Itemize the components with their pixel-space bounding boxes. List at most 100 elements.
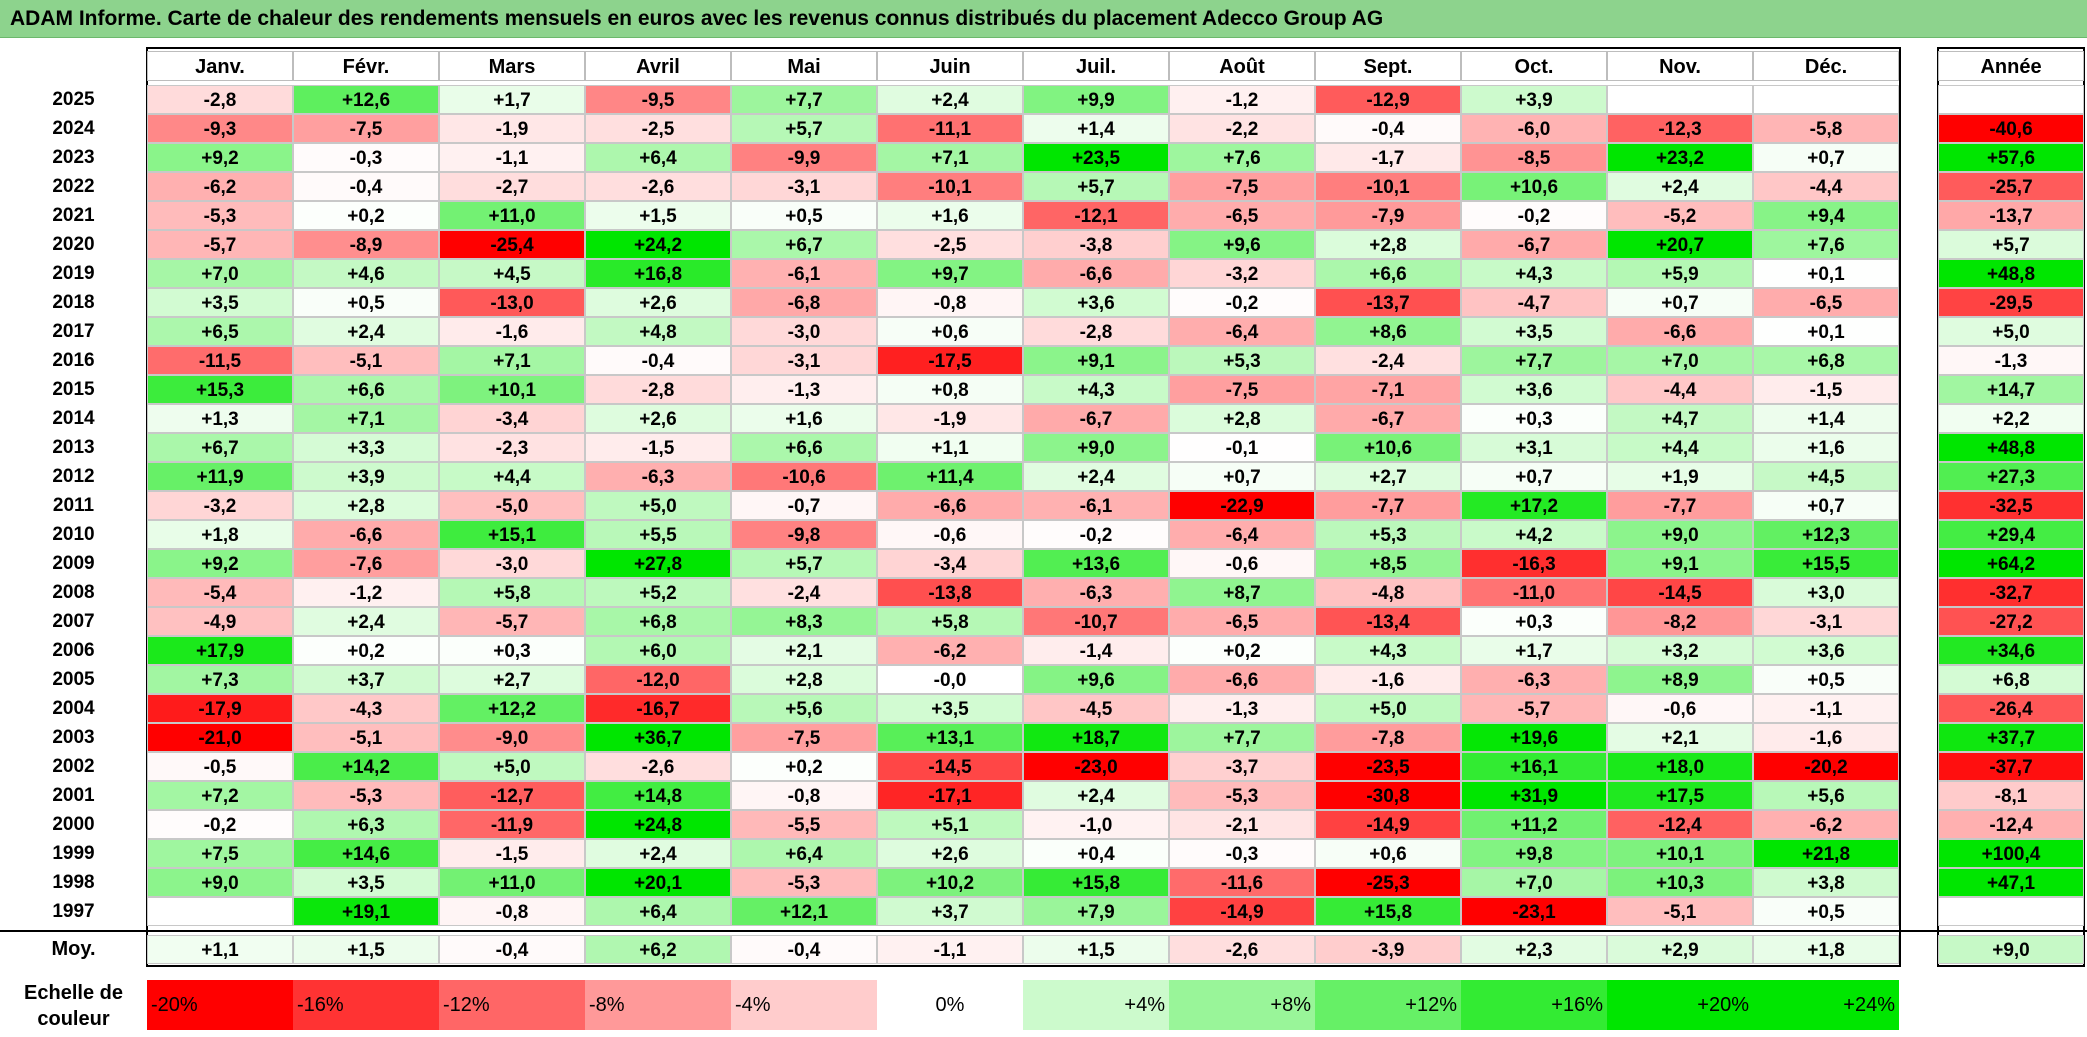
annual-return-cell: +6,8 xyxy=(1938,665,2084,694)
heatmap-cell: +4,4 xyxy=(439,462,585,491)
heatmap-cell: +4,3 xyxy=(1461,259,1607,288)
heatmap-cell: -4,3 xyxy=(293,694,439,723)
annual-return-cell: -32,5 xyxy=(1938,491,2084,520)
year-label: 2007 xyxy=(52,611,95,632)
heatmap-cell: +0,6 xyxy=(1315,839,1461,868)
heatmap-cell: -6,7 xyxy=(1461,230,1607,259)
heatmap-cell: +0,1 xyxy=(1753,259,1899,288)
heatmap-cell: +19,1 xyxy=(293,897,439,926)
heatmap-cell: +6,6 xyxy=(293,375,439,404)
average-cell: +1,1 xyxy=(147,935,293,964)
heatmap-cell: -1,5 xyxy=(585,433,731,462)
heatmap-cell: -25,4 xyxy=(439,230,585,259)
heatmap-cell: +5,0 xyxy=(439,752,585,781)
heatmap-cell: +7,1 xyxy=(439,346,585,375)
heatmap-cell: +6,7 xyxy=(731,230,877,259)
color-scale-step: -16% xyxy=(293,980,439,1030)
heatmap-cell: -2,5 xyxy=(585,114,731,143)
heatmap-cell: -0,8 xyxy=(877,288,1023,317)
heatmap-cell: +5,6 xyxy=(1753,781,1899,810)
heatmap-cell: -6,3 xyxy=(1023,578,1169,607)
annual-header: Année xyxy=(1938,51,2084,81)
heatmap-cell: +23,2 xyxy=(1607,143,1753,172)
heatmap-cell: +0,5 xyxy=(293,288,439,317)
average-cell: +2,9 xyxy=(1607,935,1753,964)
heatmap-cell: -23,5 xyxy=(1315,752,1461,781)
heatmap-cell: +9,2 xyxy=(147,143,293,172)
heatmap-cell: -7,5 xyxy=(293,114,439,143)
heatmap-cell: +36,7 xyxy=(585,723,731,752)
heatmap-cell: +2,8 xyxy=(293,491,439,520)
annual-return-cell: +48,8 xyxy=(1938,433,2084,462)
heatmap-cell: -6,0 xyxy=(1461,114,1607,143)
heatmap-cell: +2,8 xyxy=(1169,404,1315,433)
heatmap-cell: -6,2 xyxy=(1753,810,1899,839)
heatmap-cell: -9,0 xyxy=(439,723,585,752)
heatmap-cell: +31,9 xyxy=(1461,781,1607,810)
heatmap-cell: +0,2 xyxy=(731,752,877,781)
month-header: Oct. xyxy=(1461,51,1607,81)
heatmap-cell: -1,1 xyxy=(439,143,585,172)
average-cell: +6,2 xyxy=(585,935,731,964)
heatmap-cell: +18,0 xyxy=(1607,752,1753,781)
heatmap-cell: +6,5 xyxy=(147,317,293,346)
color-scale-step: +24% xyxy=(1753,980,1899,1030)
heatmap-cell: +6,4 xyxy=(585,897,731,926)
heatmap-cell: -0,7 xyxy=(731,491,877,520)
heatmap-cell: +1,5 xyxy=(585,201,731,230)
heatmap-cell: -5,3 xyxy=(731,868,877,897)
year-label: 1997 xyxy=(52,901,95,922)
heatmap-cell: -0,8 xyxy=(439,897,585,926)
heatmap-cell: +0,7 xyxy=(1169,462,1315,491)
month-header: Nov. xyxy=(1607,51,1753,81)
heatmap-cell: +12,1 xyxy=(731,897,877,926)
heatmap-cell: +9,6 xyxy=(1023,665,1169,694)
heatmap-cell: +6,8 xyxy=(1753,346,1899,375)
heatmap-cell: -3,1 xyxy=(731,172,877,201)
year-label: 2000 xyxy=(52,814,95,835)
heatmap-cell: +4,2 xyxy=(1461,520,1607,549)
heatmap-cell: -0,4 xyxy=(585,346,731,375)
heatmap-cell: +7,6 xyxy=(1169,143,1315,172)
heatmap-cell: -12,9 xyxy=(1315,85,1461,114)
annual-return-cell: +5,0 xyxy=(1938,317,2084,346)
heatmap-cell: -17,9 xyxy=(147,694,293,723)
heatmap-cell: -1,9 xyxy=(877,404,1023,433)
heatmap-cell: +0,6 xyxy=(877,317,1023,346)
heatmap-cell: +1,4 xyxy=(1753,404,1899,433)
year-label: 2009 xyxy=(52,553,95,574)
year-label: 2006 xyxy=(52,640,95,661)
heatmap-cell: -11,0 xyxy=(1461,578,1607,607)
heatmap-cell: +0,5 xyxy=(1753,897,1899,926)
heatmap-cell: +2,6 xyxy=(877,839,1023,868)
heatmap-cell: +0,7 xyxy=(1607,288,1753,317)
average-cell: -0,4 xyxy=(439,935,585,964)
color-scale-label: Echelle de couleur xyxy=(24,982,123,1030)
heatmap-cell: +5,9 xyxy=(1607,259,1753,288)
annual-return-cell: -12,4 xyxy=(1938,810,2084,839)
heatmap-cell: +12,2 xyxy=(439,694,585,723)
heatmap-cell: +17,9 xyxy=(147,636,293,665)
heatmap-cell: -5,1 xyxy=(293,346,439,375)
heatmap-cell: +16,8 xyxy=(585,259,731,288)
heatmap-cell: +6,6 xyxy=(731,433,877,462)
heatmap-cell: +15,5 xyxy=(1753,549,1899,578)
heatmap-cell: +1,4 xyxy=(1023,114,1169,143)
heatmap-cell: +8,5 xyxy=(1315,549,1461,578)
heatmap-cell: -3,8 xyxy=(1023,230,1169,259)
heatmap-cell: -7,8 xyxy=(1315,723,1461,752)
heatmap-cell: -0,5 xyxy=(147,752,293,781)
heatmap-cell: -1,6 xyxy=(1315,665,1461,694)
heatmap-cell: +9,7 xyxy=(877,259,1023,288)
heatmap-cell: +19,6 xyxy=(1461,723,1607,752)
heatmap-cell: +2,4 xyxy=(293,607,439,636)
heatmap-cell: +8,7 xyxy=(1169,578,1315,607)
heatmap-cell: +6,6 xyxy=(1315,259,1461,288)
year-label: 2017 xyxy=(52,321,95,342)
heatmap-cell: -7,1 xyxy=(1315,375,1461,404)
heatmap-cell: -5,2 xyxy=(1607,201,1753,230)
heatmap-cell: -10,1 xyxy=(877,172,1023,201)
year-label: 2008 xyxy=(52,582,95,603)
heatmap-cell: -3,0 xyxy=(731,317,877,346)
heatmap-cell: +1,8 xyxy=(147,520,293,549)
